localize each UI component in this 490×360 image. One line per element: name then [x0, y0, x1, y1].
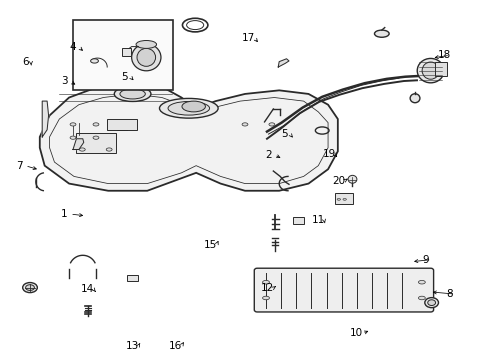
Text: 12: 12 — [260, 283, 273, 293]
Ellipse shape — [417, 58, 444, 83]
Ellipse shape — [79, 148, 85, 151]
Text: 7: 7 — [16, 161, 23, 171]
Text: 6: 6 — [22, 57, 28, 67]
Ellipse shape — [23, 283, 37, 293]
Text: 5: 5 — [281, 129, 288, 139]
Text: 4: 4 — [70, 42, 76, 52]
Text: 13: 13 — [126, 341, 139, 351]
Text: 11: 11 — [312, 215, 325, 225]
Ellipse shape — [132, 44, 161, 71]
Ellipse shape — [93, 123, 99, 126]
Text: 19: 19 — [322, 149, 336, 159]
Text: 1: 1 — [61, 209, 68, 219]
Text: 2: 2 — [265, 150, 272, 160]
Text: 3: 3 — [61, 76, 68, 86]
Bar — [127, 275, 138, 281]
Bar — [107, 119, 137, 130]
Ellipse shape — [418, 296, 425, 300]
Polygon shape — [40, 83, 338, 191]
Ellipse shape — [168, 102, 210, 115]
Bar — [76, 134, 116, 153]
Bar — [293, 217, 304, 224]
Ellipse shape — [70, 123, 76, 126]
Ellipse shape — [137, 48, 156, 66]
Ellipse shape — [425, 298, 439, 308]
Text: 17: 17 — [242, 33, 255, 43]
Ellipse shape — [114, 86, 151, 102]
Polygon shape — [278, 59, 289, 67]
Ellipse shape — [374, 30, 389, 37]
Ellipse shape — [410, 94, 420, 103]
Bar — [335, 193, 353, 204]
Text: 8: 8 — [446, 289, 453, 299]
Ellipse shape — [418, 280, 425, 284]
Ellipse shape — [70, 136, 76, 139]
Polygon shape — [42, 101, 49, 137]
Ellipse shape — [120, 89, 146, 99]
Text: 14: 14 — [81, 284, 94, 294]
Text: 10: 10 — [350, 328, 363, 338]
Ellipse shape — [159, 98, 218, 118]
Ellipse shape — [337, 198, 341, 200]
Text: 16: 16 — [169, 341, 182, 351]
Ellipse shape — [269, 123, 275, 126]
Ellipse shape — [136, 41, 157, 48]
Ellipse shape — [263, 296, 270, 300]
Ellipse shape — [428, 300, 436, 306]
Text: 9: 9 — [422, 255, 429, 265]
Ellipse shape — [106, 148, 112, 151]
Bar — [73, 20, 173, 90]
Ellipse shape — [348, 175, 357, 183]
Ellipse shape — [93, 136, 99, 139]
FancyBboxPatch shape — [254, 268, 434, 312]
Bar — [122, 48, 131, 56]
Ellipse shape — [182, 101, 205, 112]
Text: 15: 15 — [204, 239, 218, 249]
Ellipse shape — [422, 62, 439, 79]
Text: 18: 18 — [438, 50, 451, 60]
Ellipse shape — [91, 59, 98, 63]
Ellipse shape — [242, 123, 248, 126]
Ellipse shape — [263, 280, 270, 284]
Ellipse shape — [343, 198, 346, 200]
Text: 5: 5 — [121, 72, 127, 82]
Text: 20: 20 — [332, 176, 345, 186]
Bar — [435, 62, 447, 76]
Ellipse shape — [25, 285, 34, 291]
Polygon shape — [73, 139, 84, 149]
